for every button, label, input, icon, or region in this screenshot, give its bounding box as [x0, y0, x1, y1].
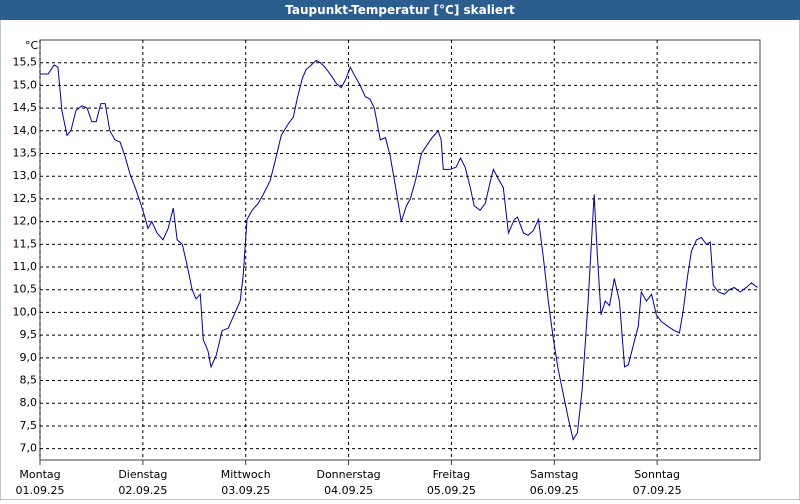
x-tick-label: Sonntag [634, 468, 680, 481]
y-tick-label: 7,5 [20, 419, 38, 432]
y-tick-label: 10,0 [13, 305, 38, 318]
x-tick-date: 07.09.25 [633, 484, 682, 497]
y-tick-label: 11,0 [13, 260, 38, 273]
y-unit: °C [25, 39, 39, 52]
x-tick-date: 02.09.25 [118, 484, 167, 497]
y-tick-label: 8,0 [20, 396, 38, 409]
chart-title: Taupunkt-Temperatur [°C] skaliert [285, 3, 515, 17]
x-tick-label: Samstag [530, 468, 578, 481]
y-tick-label: 14,5 [13, 101, 38, 114]
y-tick-label: 7,0 [20, 442, 38, 455]
y-tick-label: 12,0 [13, 215, 38, 228]
x-tick-label: Dienstag [118, 468, 167, 481]
y-tick-label: 15,5 [13, 56, 38, 69]
x-tick-date: 05.09.25 [427, 484, 476, 497]
x-tick-date: 04.09.25 [324, 484, 373, 497]
x-tick-label: Donnerstag [316, 468, 380, 481]
data-line [40, 59, 758, 441]
x-tick-label: Montag [19, 468, 60, 481]
y-tick-label: 12,5 [13, 192, 38, 205]
x-tick-label: Freitag [433, 468, 471, 481]
y-tick-label: 13,5 [13, 147, 38, 160]
y-tick-label: 13,0 [13, 169, 38, 182]
x-tick-label: Mittwoch [221, 468, 271, 481]
y-tick-label: 11,5 [13, 237, 38, 250]
x-tick-date: 03.09.25 [221, 484, 270, 497]
title-bar [0, 0, 800, 20]
x-tick-date: 01.09.25 [16, 484, 65, 497]
y-tick-label: 10,5 [13, 283, 38, 296]
plot-area [39, 39, 761, 461]
x-tick-date: 06.09.25 [530, 484, 579, 497]
y-tick-label: 9,0 [20, 351, 38, 364]
y-tick-label: 9,5 [20, 328, 38, 341]
y-tick-label: 14,0 [13, 124, 38, 137]
y-tick-label: 8,5 [20, 374, 38, 387]
y-tick-label: 15,0 [13, 78, 38, 91]
